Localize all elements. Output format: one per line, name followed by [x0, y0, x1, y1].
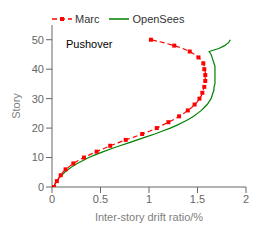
svg-text:40: 40 — [32, 63, 44, 75]
svg-text:20: 20 — [32, 122, 44, 134]
html-text:Pushover: Pushover — [66, 38, 113, 50]
html-text:Marc: Marc — [75, 13, 100, 25]
svg-text:0: 0 — [38, 181, 44, 193]
svg-text:10: 10 — [32, 151, 44, 163]
svg-text:Inter-story drift ratio/%: Inter-story drift ratio/% — [95, 211, 203, 223]
svg-text:0: 0 — [49, 193, 55, 205]
svg-text:1.5: 1.5 — [190, 193, 205, 205]
svg-text:Story: Story — [10, 93, 22, 119]
svg-text:2: 2 — [243, 193, 249, 205]
svg-text:0.5: 0.5 — [93, 193, 108, 205]
svg-text:1: 1 — [146, 193, 152, 205]
svg-text:50: 50 — [32, 34, 44, 46]
svg-text:30: 30 — [32, 93, 44, 105]
html-text:OpenSees: OpenSees — [132, 13, 185, 25]
